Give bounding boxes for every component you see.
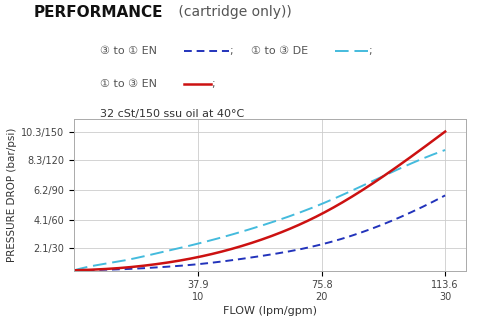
Text: ;: ; [368,46,372,56]
X-axis label: FLOW (lpm/gpm): FLOW (lpm/gpm) [223,306,317,316]
Text: (cartridge only)): (cartridge only)) [174,5,292,19]
Text: PERFORMANCE: PERFORMANCE [33,5,163,20]
Text: 32 cSt/150 ssu oil at 40°C: 32 cSt/150 ssu oil at 40°C [100,109,245,119]
Text: ① to ③ EN: ① to ③ EN [100,79,161,89]
Text: ;: ; [229,46,233,56]
Text: ① to ③ DE: ① to ③ DE [244,46,311,56]
Text: ③ to ① EN: ③ to ① EN [100,46,161,56]
Y-axis label: PRESSURE DROP (bar/psi): PRESSURE DROP (bar/psi) [7,127,17,262]
Text: ;: ; [211,79,215,89]
